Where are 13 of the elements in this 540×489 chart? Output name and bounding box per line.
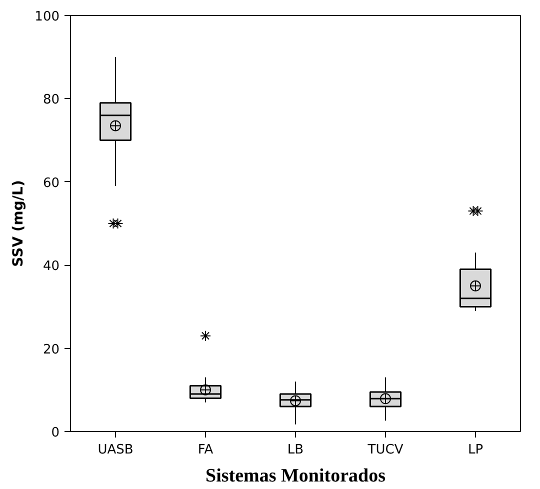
x-tick-label: FA [198, 442, 214, 458]
y-tick-label: 60 [42, 176, 60, 191]
x-tick-label: LB [287, 442, 304, 458]
x-tick-label: LP [468, 442, 484, 458]
y-tick-label: 80 [42, 92, 60, 108]
y-tick-label: 0 [51, 426, 60, 440]
y-axis-title: SSV (mg/L) [10, 180, 27, 267]
x-axis-title: Sistemas Monitorados [206, 466, 386, 486]
x-tick-label: UASB [98, 442, 134, 458]
x-tick-label: TUCV [366, 442, 404, 458]
y-tick-label: 20 [42, 342, 60, 358]
y-tick-label: 40 [42, 259, 60, 274]
y-tick-label: 100 [34, 10, 60, 24]
